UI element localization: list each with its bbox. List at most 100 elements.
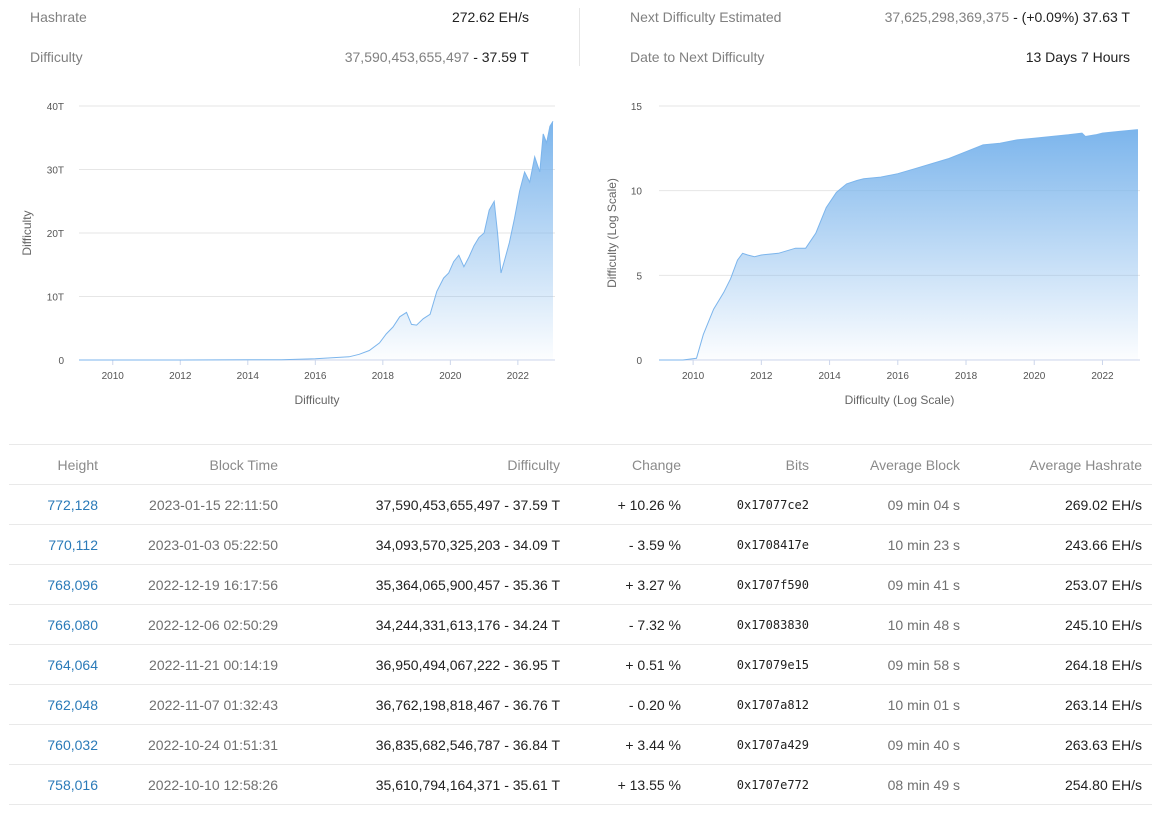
date-to-next-stat: Date to Next Difficulty 13 Days 7 Hours — [630, 47, 1130, 67]
block-time-cell: 2022-10-10 12:58:26 — [108, 764, 288, 805]
difficulty-value-separator: - — [469, 49, 482, 65]
y-axis-title: Difficulty (Log Scale) — [605, 178, 619, 288]
height-cell: 760,032 — [9, 724, 108, 765]
average-block-cell: 09 min 04 s — [819, 484, 970, 525]
difficulty-stat: Difficulty 37,590,453,655,497 - 37.59 T — [30, 47, 529, 67]
block-time-cell: 2022-11-07 01:32:43 — [108, 684, 288, 725]
average-block-cell: 10 min 48 s — [819, 604, 970, 645]
bits-cell: 0x1707e772 — [691, 764, 819, 805]
next-difficulty-label: Next Difficulty Estimated — [630, 9, 782, 25]
block-time-cell: 2022-12-19 16:17:56 — [108, 564, 288, 605]
x-tick-label: 2014 — [237, 371, 260, 382]
height-link[interactable]: 768,096 — [47, 576, 98, 593]
col-change[interactable]: Change — [570, 444, 691, 485]
average-hashrate-cell: 264.18 EH/s — [970, 644, 1152, 685]
col-average-block[interactable]: Average Block — [819, 444, 970, 485]
height-cell: 768,096 — [9, 564, 108, 605]
x-tick-label: 2010 — [682, 371, 705, 382]
x-tick-label: 2022 — [1091, 371, 1114, 382]
next-difficulty-value-short: 37.63 T — [1082, 9, 1130, 25]
series-line — [659, 129, 1138, 361]
difficulty-cell: 34,093,570,325,203 - 34.09 T — [288, 524, 570, 565]
y-tick-label: 0 — [636, 356, 642, 367]
change-cell: - 0.20 % — [570, 684, 691, 725]
col-average-hashrate[interactable]: Average Hashrate — [970, 444, 1152, 485]
change-cell: + 13.55 % — [570, 764, 691, 805]
col-height[interactable]: Height — [9, 444, 108, 485]
difficulty-chart-svg: 0 10T 20T 30T 40T 2010 2012 2014 2016 2018 2020 202… — [20, 102, 555, 407]
block-time-cell: 2022-11-21 00:14:19 — [108, 644, 288, 685]
height-link[interactable]: 764,064 — [47, 656, 98, 673]
average-hashrate-cell: 269.02 EH/s — [970, 484, 1152, 525]
change-cell: - 3.59 % — [570, 524, 691, 565]
bits-cell: 0x17083830 — [691, 604, 819, 645]
stats-divider — [579, 8, 580, 66]
y-tick-label: 40T — [47, 102, 64, 113]
difficulty-cell: 37,590,453,655,497 - 37.59 T — [288, 484, 570, 525]
hashrate-label: Hashrate — [30, 9, 87, 25]
stats-panel: Hashrate 272.62 EH/s Difficulty 37,590,4… — [0, 0, 1164, 80]
difficulty-value-full: 37,590,453,655,497 — [344, 49, 470, 65]
table-row: 772,128 2023-01-15 22:11:50 37,590,453,655… — [9, 484, 1152, 525]
table-header-row: Height Block Time Difficulty Change Bits… — [9, 444, 1152, 485]
average-block-cell: 10 min 23 s — [819, 524, 970, 565]
height-link[interactable]: 772,128 — [47, 496, 98, 513]
date-to-next-label: Date to Next Difficulty — [630, 49, 765, 65]
table-row: 764,064 2022-11-21 00:14:19 36,950,494,067… — [9, 644, 1152, 685]
col-bits[interactable]: Bits — [691, 444, 819, 485]
y-tick-label: 0 — [58, 356, 64, 367]
table-row: 770,112 2023-01-03 05:22:50 34,093,570,325… — [9, 524, 1152, 565]
change-cell: - 7.32 % — [570, 604, 691, 645]
height-cell: 764,064 — [9, 644, 108, 685]
average-hashrate-cell: 254.80 EH/s — [970, 764, 1152, 805]
height-cell: 762,048 — [9, 684, 108, 725]
x-tick-label: 2012 — [750, 371, 773, 382]
x-tick-label: 2012 — [169, 371, 192, 382]
block-time-cell: 2023-01-15 22:11:50 — [108, 484, 288, 525]
height-cell: 770,112 — [9, 524, 108, 565]
x-axis-title: Difficulty (Log Scale) — [845, 393, 955, 407]
col-block-time[interactable]: Block Time — [108, 444, 288, 485]
x-tick-label: 2020 — [439, 371, 462, 382]
difficulty-log-chart: 0 5 10 15 2010 2012 2014 2016 2018 2020 2022 Diffic… — [585, 90, 1164, 420]
difficulty-cell: 36,835,682,546,787 - 36.84 T — [288, 724, 570, 765]
y-tick-label: 10T — [47, 293, 64, 304]
height-link[interactable]: 762,048 — [47, 696, 98, 713]
difficulty-value: 37,590,453,655,497 - 37.59 T — [345, 47, 529, 67]
difficulty-cell: 35,364,065,900,457 - 35.36 T — [288, 564, 570, 605]
bits-cell: 0x1707a812 — [691, 684, 819, 725]
difficulty-cell: 36,950,494,067,222 - 36.95 T — [288, 644, 570, 685]
table-row: 760,032 2022-10-24 01:51:31 36,835,682,546… — [9, 724, 1152, 765]
x-tick-label: 2020 — [1023, 371, 1046, 382]
hashrate-value: 272.62 EH/s — [451, 9, 529, 25]
col-difficulty[interactable]: Difficulty — [288, 444, 570, 485]
x-tick-label: 2022 — [507, 371, 530, 382]
table-row: 766,080 2022-12-06 02:50:29 34,244,331,613… — [9, 604, 1152, 645]
block-time-cell: 2022-10-24 01:51:31 — [108, 724, 288, 765]
bits-cell: 0x1707a429 — [691, 724, 819, 765]
x-tick-label: 2018 — [955, 371, 978, 382]
x-tick-label: 2016 — [887, 371, 910, 382]
bits-cell: 0x17077ce2 — [691, 484, 819, 525]
series-area — [659, 129, 1138, 360]
height-link[interactable]: 766,080 — [47, 616, 98, 633]
y-tick-label: 15 — [631, 102, 643, 113]
change-cell: + 10.26 % — [570, 484, 691, 525]
average-block-cell: 10 min 01 s — [819, 684, 970, 725]
next-difficulty-change: (+0.09%) — [1021, 9, 1079, 25]
next-difficulty-value: 37,625,298,369,375 - (+0.09%) 37.63 T — [885, 7, 1130, 27]
height-link[interactable]: 760,032 — [47, 736, 98, 753]
average-block-cell: 09 min 40 s — [819, 724, 970, 765]
next-difficulty-value-full: 37,625,298,369,375 — [884, 9, 1010, 25]
table-row: 768,096 2022-12-19 16:17:56 35,364,065,900… — [9, 564, 1152, 605]
x-tick-label: 2018 — [372, 371, 395, 382]
height-link[interactable]: 758,016 — [47, 776, 98, 793]
average-hashrate-cell: 245.10 EH/s — [970, 604, 1152, 645]
difficulty-value-short: 37.59 T — [481, 49, 529, 65]
x-axis-title: Difficulty — [294, 393, 339, 407]
average-hashrate-cell: 253.07 EH/s — [970, 564, 1152, 605]
y-axis-title: Difficulty — [20, 210, 34, 255]
change-cell: + 3.27 % — [570, 564, 691, 605]
height-link[interactable]: 770,112 — [48, 536, 98, 553]
block-time-cell: 2023-01-03 05:22:50 — [108, 524, 288, 565]
